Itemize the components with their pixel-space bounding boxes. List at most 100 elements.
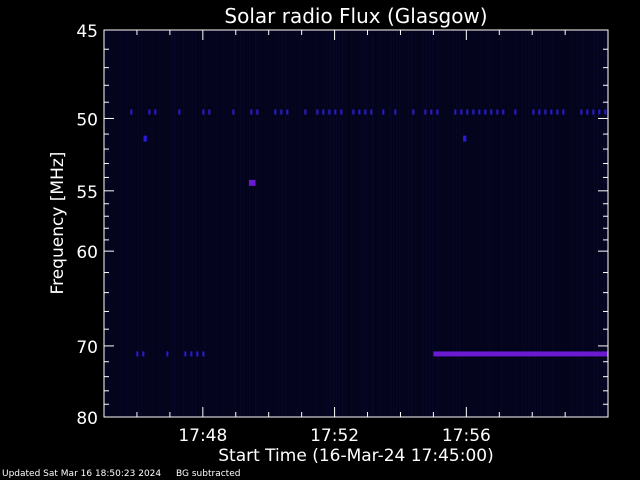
noise-stripe: [288, 31, 290, 416]
noise-stripe: [324, 31, 326, 416]
noise-stripe: [402, 31, 404, 416]
signal-dash: [274, 109, 277, 115]
noise-stripe: [150, 31, 152, 416]
noise-stripe: [243, 31, 245, 416]
noise-stripe: [159, 31, 161, 416]
noise-stripe: [153, 31, 155, 416]
noise-stripe: [285, 31, 287, 416]
noise-stripe: [522, 31, 524, 416]
x-axis-ticks: 17:48 17:52 17:56: [136, 30, 566, 446]
noise-stripe: [396, 31, 398, 416]
noise-stripe: [114, 31, 116, 416]
noise-stripe: [210, 31, 212, 416]
noise-stripe: [291, 31, 293, 416]
noise-stripe: [198, 31, 200, 416]
noise-stripe: [381, 31, 383, 416]
noise-stripe: [372, 31, 374, 416]
signal-dash: [484, 109, 487, 115]
noise-stripe: [450, 31, 452, 416]
noise-stripe: [384, 31, 386, 416]
signal-dash: [340, 109, 343, 115]
noise-stripe: [438, 31, 440, 416]
noise-stripe: [408, 31, 410, 416]
signal-dash: [550, 109, 553, 115]
noise-stripe: [456, 31, 458, 416]
signal-dash: [358, 109, 361, 115]
signal-dash: [316, 109, 319, 115]
noise-stripe: [600, 31, 602, 416]
noise-stripe: [525, 31, 527, 416]
noise-stripe: [531, 31, 533, 416]
signal-dash: [184, 351, 187, 357]
signal-dash: [478, 109, 481, 115]
noise-stripe: [279, 31, 281, 416]
noise-stripe: [492, 31, 494, 416]
noise-stripe: [477, 31, 479, 416]
signal-dash: [328, 109, 331, 115]
noise-stripe: [318, 31, 320, 416]
signal-dash: [586, 109, 589, 115]
noise-stripe: [549, 31, 551, 416]
noise-stripe: [180, 31, 182, 416]
noise-stripe: [576, 31, 578, 416]
signal-dash: [202, 351, 205, 357]
signal-dash: [154, 109, 157, 115]
noise-stripe: [504, 31, 506, 416]
noise-stripe: [162, 31, 164, 416]
noise-stripe: [441, 31, 443, 416]
noise-stripe: [165, 31, 167, 416]
signal-dash: [562, 109, 565, 115]
noise-stripe: [186, 31, 188, 416]
signal-dash: [364, 109, 367, 115]
noise-stripe: [144, 31, 146, 416]
noise-stripe: [507, 31, 509, 416]
chart-title: Solar radio Flux (Glasgow): [224, 4, 487, 28]
noise-stripe: [465, 31, 467, 416]
x-tick-label: 17:52: [310, 426, 359, 446]
noise-stripe: [585, 31, 587, 416]
signal-dash: [454, 109, 457, 115]
noise-stripe: [201, 31, 203, 416]
noise-stripe: [489, 31, 491, 416]
y-tick-label: 60: [76, 243, 98, 263]
noise-stripe: [453, 31, 455, 416]
noise-stripe: [540, 31, 542, 416]
noise-stripe: [147, 31, 149, 416]
noise-stripe: [126, 31, 128, 416]
signal-dash: [532, 109, 535, 115]
signal-dash: [178, 109, 181, 115]
noise-stripe: [132, 31, 134, 416]
signal-dash: [286, 109, 289, 115]
noise-stripe: [177, 31, 179, 416]
signal-spot: [143, 135, 147, 142]
y-tick-label: 50: [76, 110, 98, 130]
noise-stripe: [321, 31, 323, 416]
noise-stripe: [597, 31, 599, 416]
x-tick-label: 17:56: [442, 426, 491, 446]
noise-stripe: [369, 31, 371, 416]
noise-stripe: [546, 31, 548, 416]
noise-stripe: [393, 31, 395, 416]
noise-stripe: [216, 31, 218, 416]
noise-stripe: [237, 31, 239, 416]
signal-spot: [463, 135, 467, 142]
noise-stripe: [420, 31, 422, 416]
noise-stripe: [276, 31, 278, 416]
noise-stripe: [246, 31, 248, 416]
noise-stripe: [120, 31, 122, 416]
noise-stripe: [534, 31, 536, 416]
noise-stripe: [564, 31, 566, 416]
noise-stripe: [543, 31, 545, 416]
updated-timestamp: Updated Sat Mar 16 18:50:23 2024: [2, 469, 162, 479]
noise-stripe: [222, 31, 224, 416]
noise-stripe: [474, 31, 476, 416]
signal-dash: [202, 109, 205, 115]
noise-stripe: [273, 31, 275, 416]
noise-stripe: [123, 31, 125, 416]
noise-stripe: [270, 31, 272, 416]
noise-stripe: [231, 31, 233, 416]
noise-stripe: [330, 31, 332, 416]
noise-stripe: [135, 31, 137, 416]
noise-stripe: [264, 31, 266, 416]
